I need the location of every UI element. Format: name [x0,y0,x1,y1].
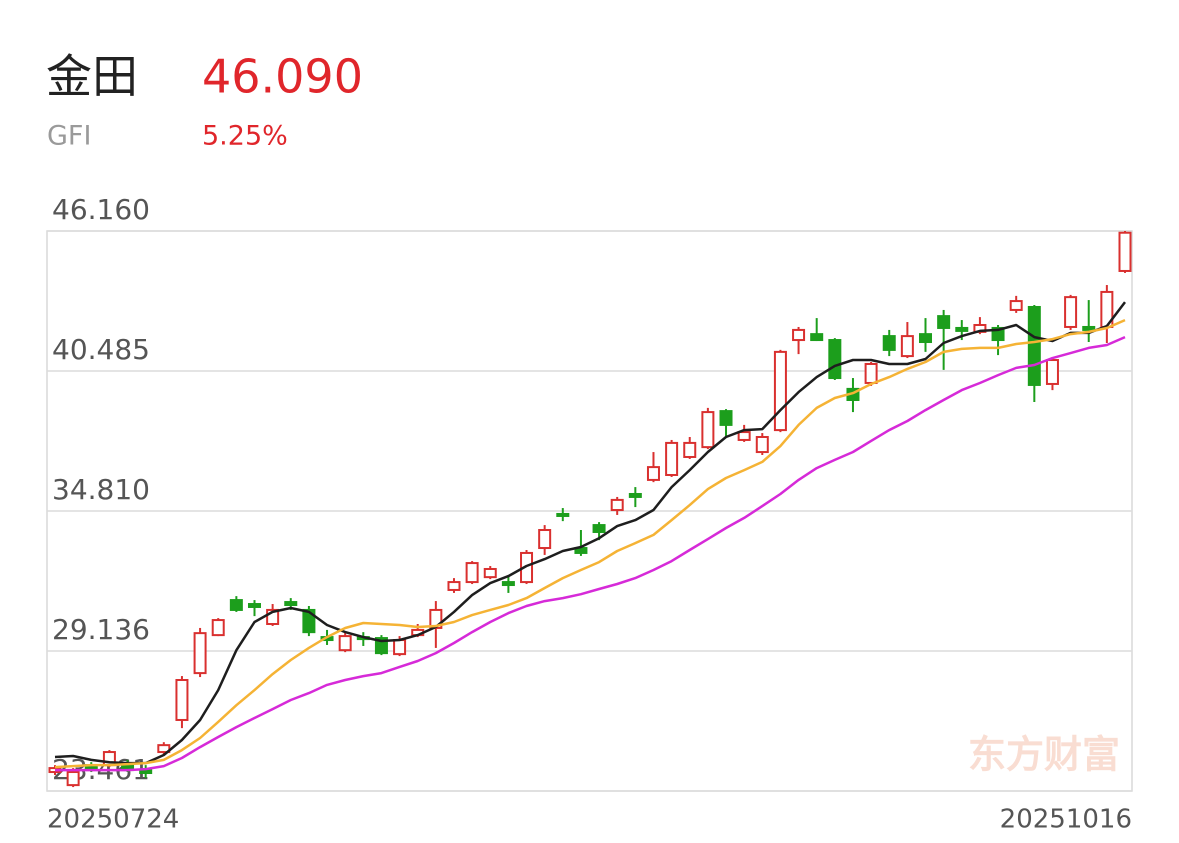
moving-average-line [54,301,1126,765]
candle-body [1064,296,1078,328]
moving-average-line [54,318,1126,769]
y-tick-label: 40.485 [52,333,150,366]
candle-body [592,524,606,533]
moving-average-line [55,335,1126,772]
stock-name: 金田 [46,50,138,104]
candle-body [338,635,352,652]
candle-body [1118,231,1132,272]
candle-body [991,326,1005,342]
candle-body [284,601,298,607]
candle-body [882,335,896,351]
price-change: 5.25% [202,121,288,152]
candle-body [755,436,769,454]
candle-body [719,410,733,426]
candle-body [937,315,951,329]
candle-body [955,326,969,332]
candle-body [229,599,243,611]
candle-body [211,619,225,637]
y-tick-label: 46.160 [52,193,150,226]
candle-body [520,551,534,584]
candle-body [683,441,697,458]
candle-body [247,603,261,608]
candle-body [628,492,642,498]
y-tick-label: 29.136 [52,613,150,646]
candle-body [465,562,479,584]
candle-body [501,581,515,587]
candle-body [864,362,878,384]
candle-body [646,466,660,481]
candle-body [302,608,316,634]
x-tick-label: 20250724 [47,805,179,835]
candle-body [266,608,280,626]
stock-symbol: GFI [47,121,91,152]
candle-body [556,512,570,517]
x-tick-label: 20251016 [1000,805,1132,835]
candle-body [538,529,552,550]
stock-price: 46.090 [202,50,363,104]
y-tick-label: 34.810 [52,473,150,506]
candle-body [374,637,388,655]
candle-body [1009,300,1023,311]
candle-body [610,498,624,512]
candle-body [900,335,914,358]
candle-body [1027,305,1041,386]
candle-body [393,639,407,656]
candle-body [193,632,207,675]
candle-body [701,411,715,449]
candle-body [1045,359,1059,385]
candle-body [447,581,461,591]
candle-body [1082,325,1096,331]
watermark: 东方财富 [968,733,1120,777]
candle-body [175,679,189,721]
candle-body [919,333,933,344]
candle-body [157,744,171,754]
candle-body [792,328,806,342]
candle-body [773,350,787,432]
candle-body [483,567,497,579]
candle-body [810,333,824,342]
candle-body [828,339,842,380]
candle-body [66,771,80,787]
candle-body [665,441,679,476]
candle-body [737,431,751,441]
